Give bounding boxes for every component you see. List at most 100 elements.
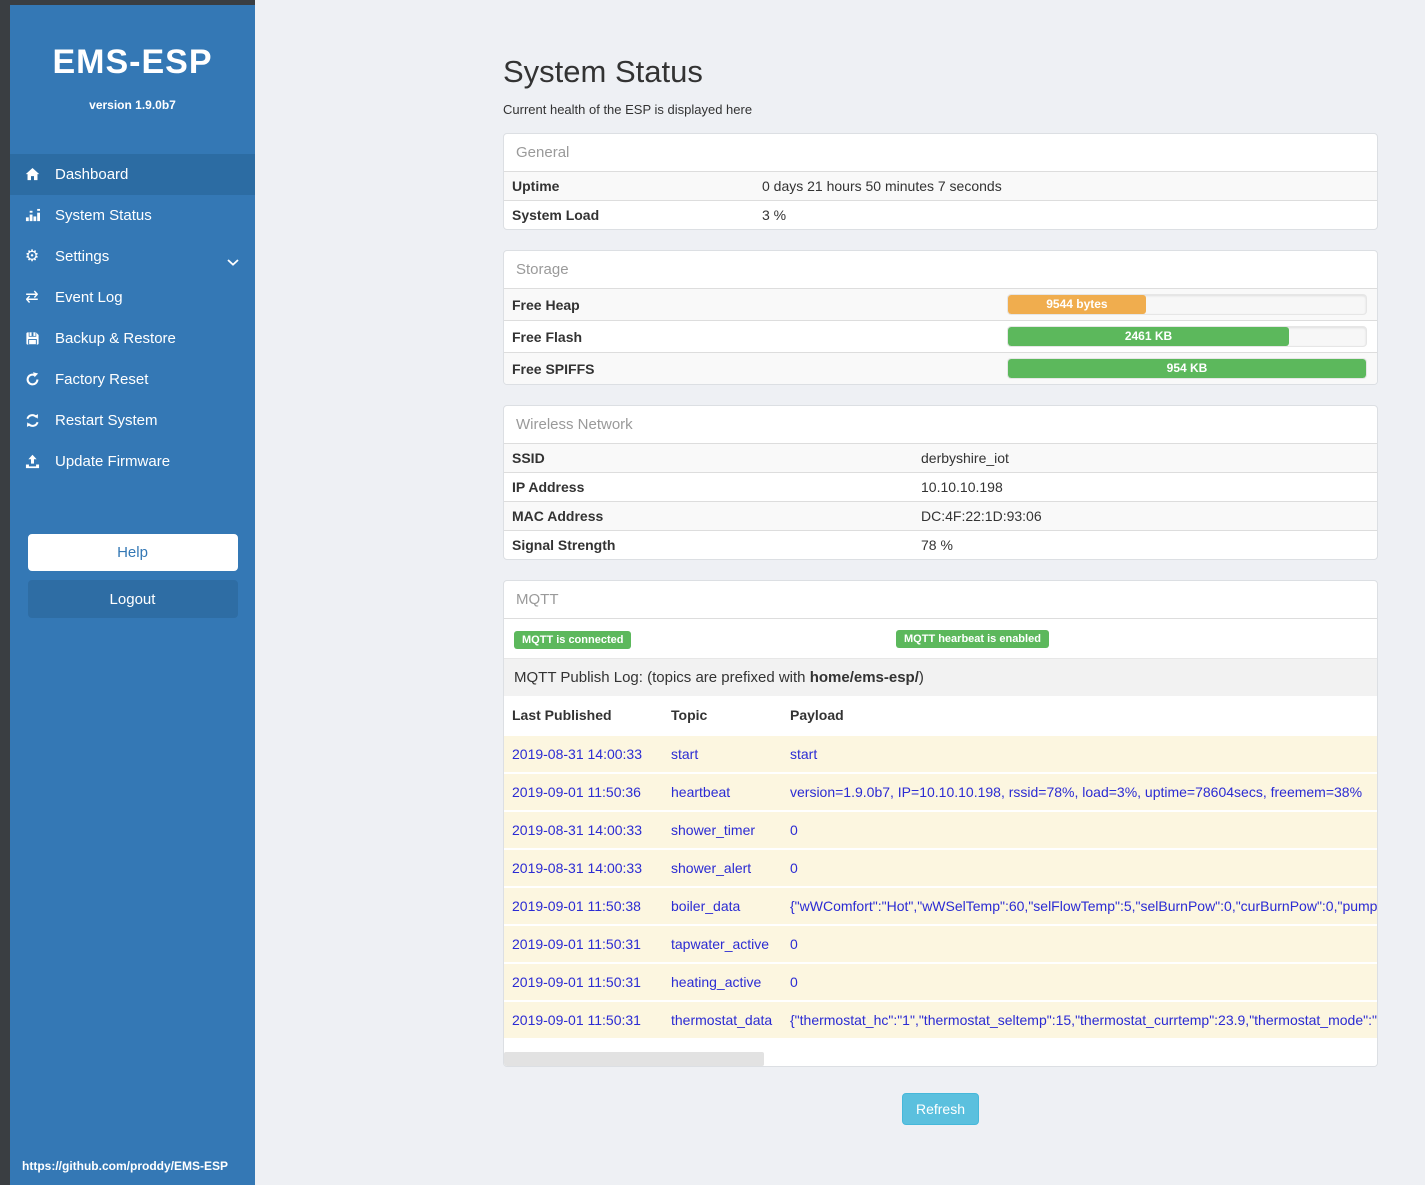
cell-payload: 0	[782, 963, 1377, 1001]
sidebar-item[interactable]: Dashboard	[10, 154, 255, 195]
table-row: Signal Strength 78 %	[504, 530, 1377, 560]
cell-topic: tapwater_active	[663, 925, 782, 963]
cell-last-published: 2019-09-01 11:50:36	[504, 773, 663, 811]
row-label: Free Heap	[512, 296, 580, 313]
sidebar-item-label: System Status	[55, 207, 152, 224]
content-column: System Status Current health of the ESP …	[503, 0, 1378, 1125]
table-row: MAC Address DC:4F:22:1D:93:06	[504, 501, 1377, 531]
app-title: EMS-ESP	[52, 43, 213, 81]
table-row: 2019-09-01 11:50:31 heating_active 0	[504, 963, 1377, 1001]
progress-bar-track: 954 KB	[1007, 358, 1367, 379]
row-value: derbyshire_iot	[921, 450, 1009, 466]
sidebar-menu: Dashboard System Status ⚙ Settings	[10, 154, 255, 482]
sidebar: EMS-ESP version 1.9.0b7 Dashboard System…	[10, 5, 255, 1185]
cell-payload: 0	[782, 811, 1377, 849]
row-value: 10.10.10.198	[921, 479, 1003, 495]
row-label: IP Address	[512, 479, 585, 495]
help-button[interactable]: Help	[27, 534, 238, 571]
table-header-row: Last Published Topic Payload	[504, 696, 1377, 736]
table-row: SSID derbyshire_iot	[504, 444, 1377, 473]
page-subtitle: Current health of the ESP is displayed h…	[503, 102, 753, 117]
horizontal-scrollbar[interactable]	[504, 1052, 1377, 1066]
mqtt-connected-badge: MQTT is connected	[514, 631, 632, 649]
cell-topic: boiler_data	[663, 887, 782, 925]
refresh-icon	[22, 413, 42, 429]
mqtt-heartbeat-badge: MQTT hearbeat is enabled	[896, 630, 1049, 648]
mqtt-topic-prefix: home/ems-esp/	[809, 669, 919, 686]
row-label: Uptime	[512, 178, 560, 194]
table-row: Free Flash 2461 KB	[504, 320, 1377, 353]
sidebar-actions: Help Logout	[10, 534, 255, 618]
sidebar-item[interactable]: System Status	[10, 195, 255, 236]
cell-topic: shower_timer	[663, 811, 782, 849]
table-row: 2019-09-01 11:50:31 tapwater_active 0	[504, 925, 1377, 963]
refresh-button[interactable]: Refresh	[901, 1093, 980, 1125]
table-row: Free Heap 9544 bytes	[504, 289, 1377, 321]
storage-table: Free Heap 9544 bytes Free Flash	[504, 289, 1377, 384]
cell-topic: shower_alert	[663, 849, 782, 887]
table-row: 2019-08-31 14:00:33 shower_alert 0	[504, 849, 1377, 887]
mqtt-panel: MQTT MQTT is connected MQTT hearbeat is …	[503, 580, 1378, 1067]
main-area: System Status Current health of the ESP …	[255, 0, 1425, 1185]
col-topic: Topic	[663, 696, 782, 736]
scrollbar-thumb[interactable]	[504, 1052, 764, 1066]
rotate-icon	[22, 372, 42, 388]
github-link[interactable]: https://github.com/proddy/EMS-ESP	[22, 1159, 228, 1173]
progress-bar-fill: 954 KB	[1008, 359, 1366, 378]
wireless-panel-title: Wireless Network	[504, 406, 1377, 444]
row-value: 78 %	[921, 537, 953, 553]
cell-last-published: 2019-08-31 14:00:33	[504, 811, 663, 849]
cell-topic: thermostat_data	[663, 1001, 782, 1038]
status-bars-icon	[22, 208, 42, 224]
progress-bar-track: 9544 bytes	[1007, 294, 1367, 315]
table-row: Free SPIFFS 954 KB	[504, 352, 1377, 384]
sidebar-item[interactable]: ⇄ Event Log	[10, 277, 255, 318]
cell-last-published: 2019-09-01 11:50:38	[504, 887, 663, 925]
cell-topic: start	[663, 735, 782, 773]
col-last-published: Last Published	[504, 696, 663, 736]
sidebar-item-label: Settings	[55, 248, 110, 265]
sidebar-item-label: Dashboard	[55, 166, 129, 183]
cell-payload: {"thermostat_hc":"1","thermostat_seltemp…	[782, 1001, 1377, 1038]
row-label: MAC Address	[512, 508, 604, 524]
row-label: System Load	[512, 207, 600, 223]
sidebar-item[interactable]: Factory Reset	[10, 359, 255, 400]
general-panel-title: General	[504, 134, 1377, 172]
sidebar-item[interactable]: Restart System	[10, 400, 255, 441]
cell-topic: heartbeat	[663, 773, 782, 811]
sidebar-item-label: Update Firmware	[55, 453, 171, 470]
logout-button[interactable]: Logout	[27, 580, 238, 618]
refresh-row: Refresh	[503, 1093, 1378, 1125]
row-value: 3 %	[762, 207, 787, 223]
cell-last-published: 2019-09-01 11:50:31	[504, 1001, 663, 1038]
mqtt-publish-log-table: Last Published Topic Payload 2019-08-31 …	[504, 696, 1377, 1038]
brand: EMS-ESP version 1.9.0b7	[10, 5, 255, 112]
sidebar-item[interactable]: Update Firmware	[10, 441, 255, 482]
page-title: System Status	[503, 54, 703, 89]
progress-bar-track: 2461 KB	[1007, 326, 1367, 347]
mqtt-log-intro: MQTT Publish Log: (topics are prefixed w…	[504, 658, 1377, 696]
sidebar-item-label: Restart System	[55, 412, 158, 429]
cell-payload: 0	[782, 849, 1377, 887]
storage-panel: Storage Free Heap 9544 bytes	[503, 250, 1378, 385]
row-value: 0 days 21 hours 50 minutes 7 seconds	[762, 178, 1002, 194]
progress-bar-fill: 9544 bytes	[1008, 295, 1146, 314]
table-row: 2019-09-01 11:50:31 thermostat_data {"th…	[504, 1001, 1377, 1038]
chevron-down-icon	[227, 253, 239, 271]
sidebar-item-label: Factory Reset	[55, 371, 149, 388]
storage-panel-title: Storage	[504, 251, 1377, 289]
home-icon	[22, 167, 42, 183]
sidebar-item[interactable]: ⚙ Settings	[10, 236, 255, 277]
sidebar-item[interactable]: Backup & Restore	[10, 318, 255, 359]
cell-payload: version=1.9.0b7, IP=10.10.10.198, rssid=…	[782, 773, 1377, 811]
cell-payload: {"wWComfort":"Hot","wWSelTemp":60,"selFl…	[782, 887, 1377, 925]
table-row: 2019-09-01 11:50:38 boiler_data {"wWComf…	[504, 887, 1377, 925]
sidebar-item-label: Backup & Restore	[55, 330, 176, 347]
row-value: DC:4F:22:1D:93:06	[921, 508, 1042, 524]
table-row: 2019-08-31 14:00:33 start start	[504, 735, 1377, 773]
row-label: SSID	[512, 450, 545, 466]
table-row: 2019-08-31 14:00:33 shower_timer 0	[504, 811, 1377, 849]
cell-last-published: 2019-08-31 14:00:33	[504, 849, 663, 887]
row-label: Free SPIFFS	[512, 360, 595, 377]
cell-last-published: 2019-08-31 14:00:33	[504, 735, 663, 773]
